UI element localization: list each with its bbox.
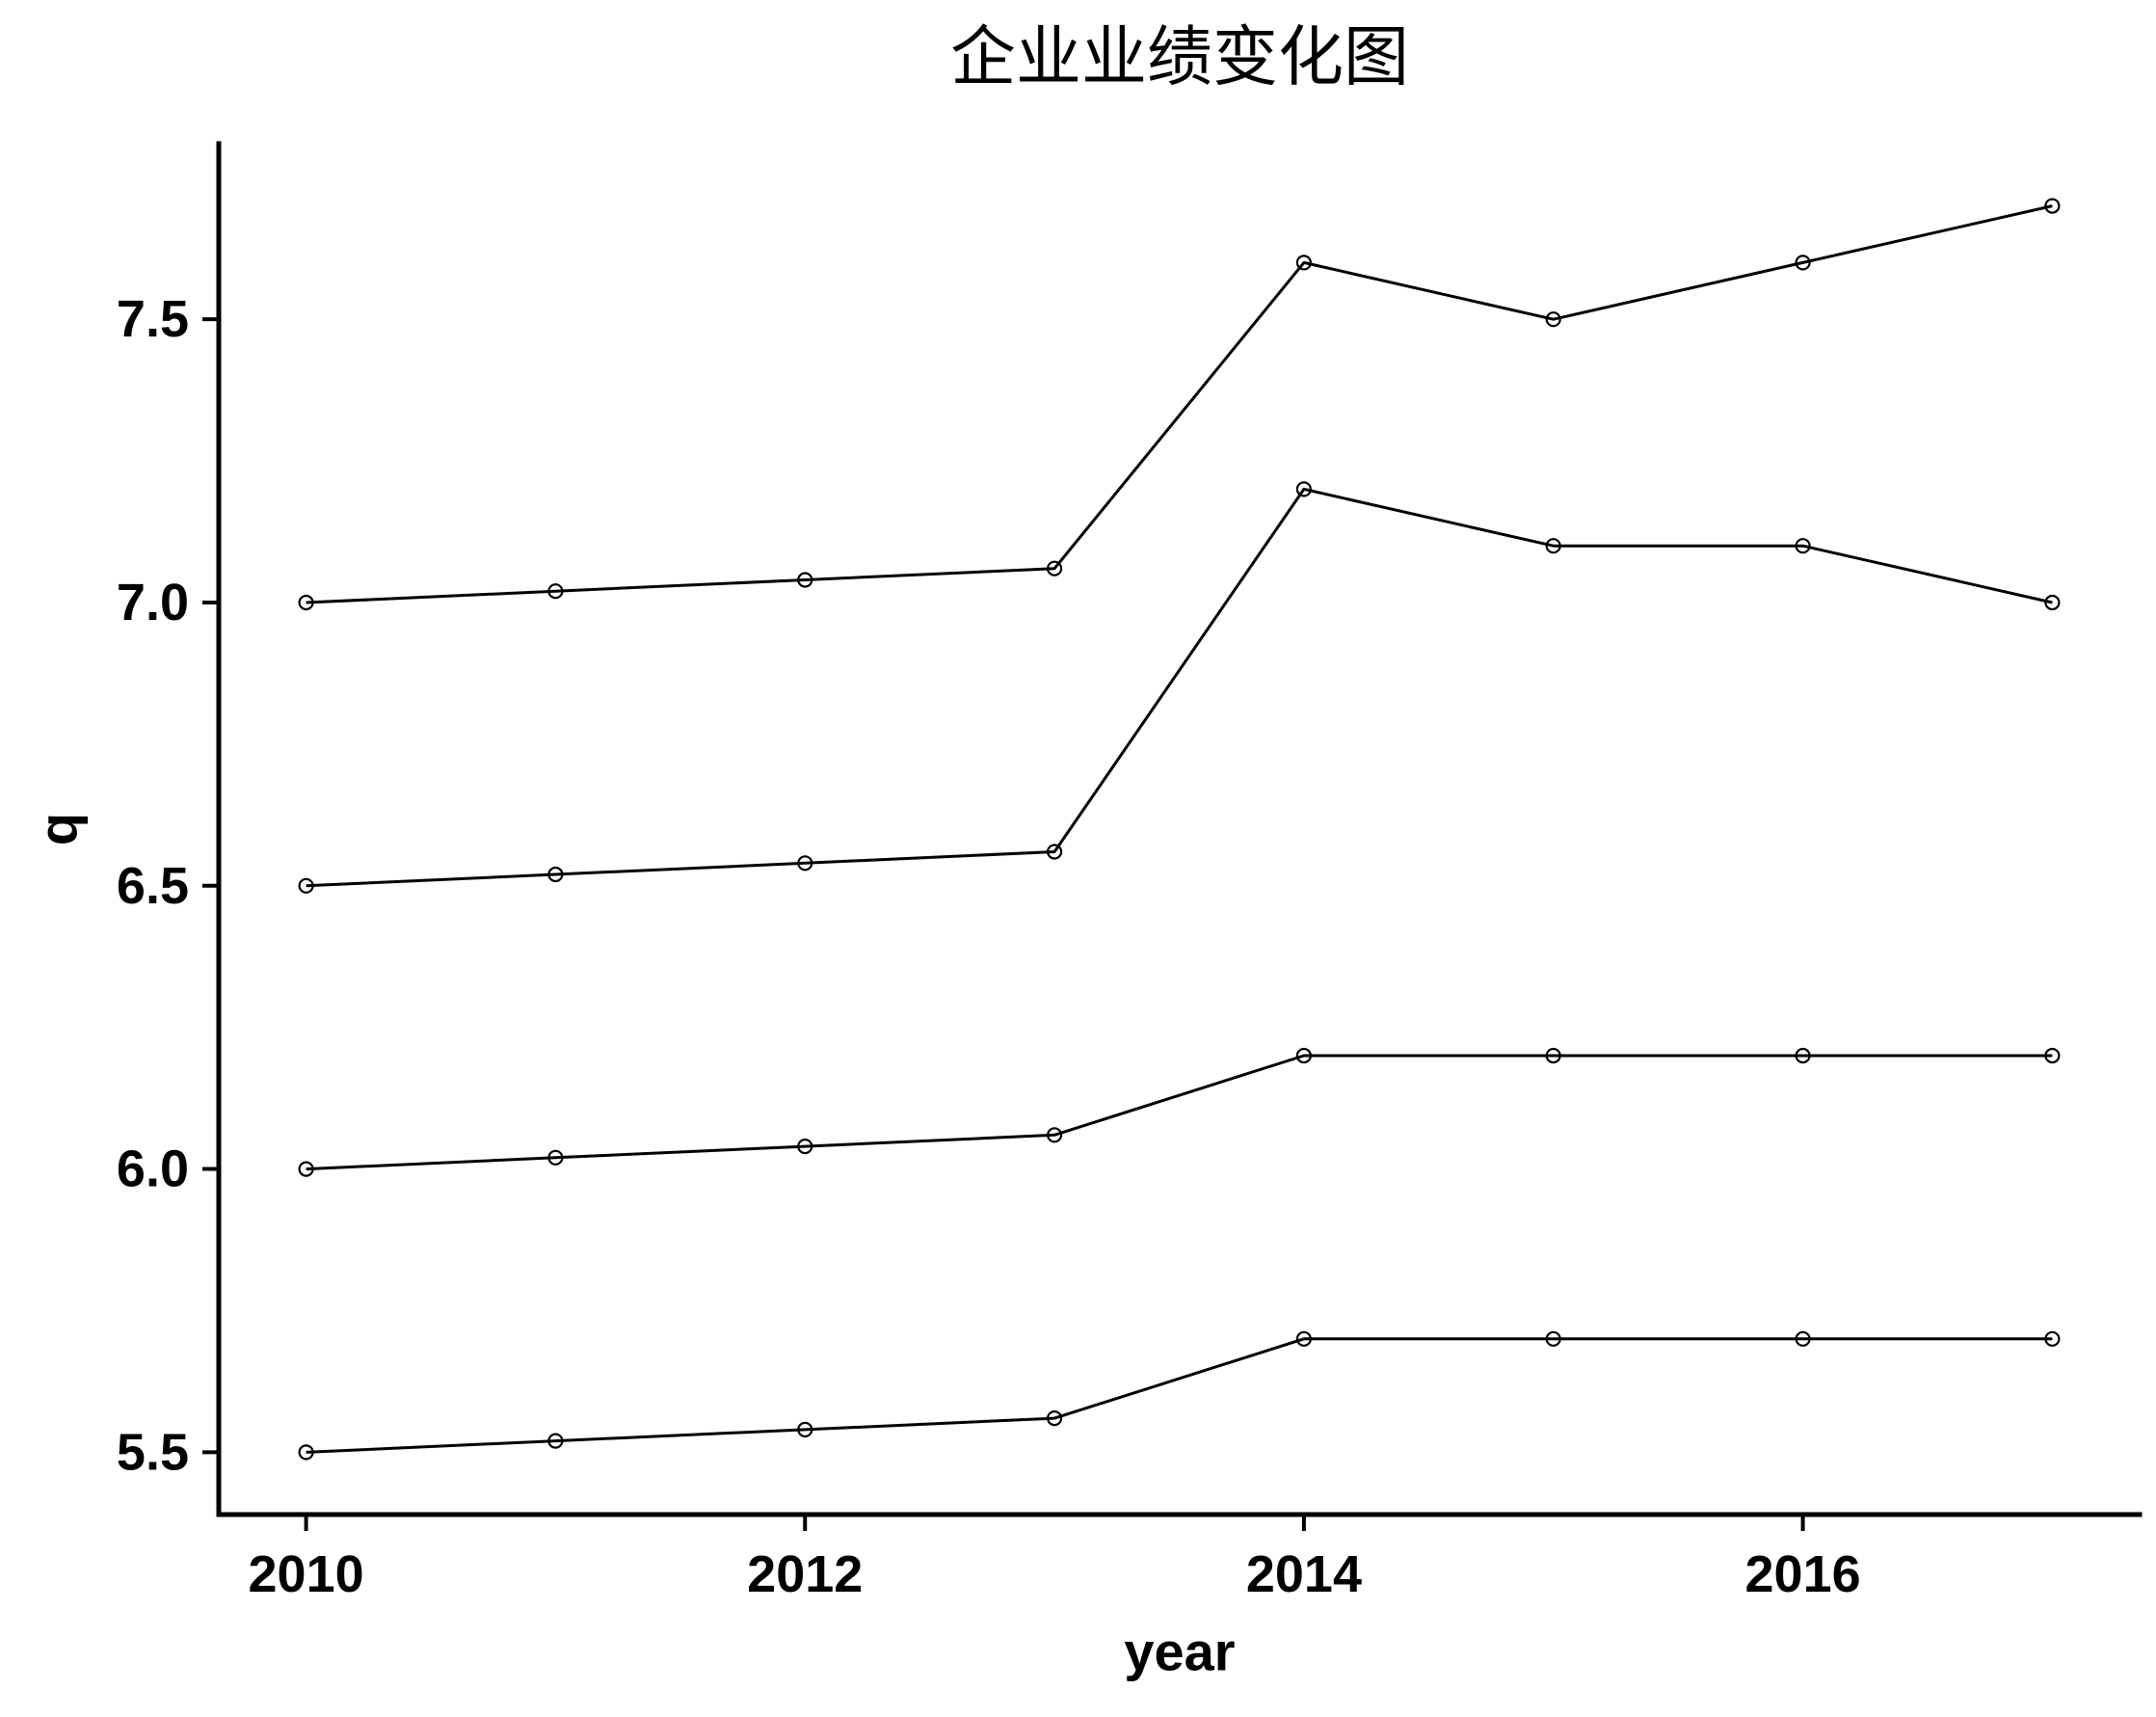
data-point: [1795, 255, 1811, 271]
data-point: [797, 855, 813, 872]
data-point: [547, 1433, 564, 1449]
data-point: [298, 594, 314, 611]
data-point: [547, 583, 564, 600]
x-tick-label: 2014: [1246, 1545, 1362, 1603]
data-point: [797, 572, 813, 588]
axes: 5.5 6.0 6.5 7.0 7.5 2010 2012 2014 2016: [117, 141, 2143, 1603]
chart-title: 企业业绩变化图: [950, 20, 1409, 96]
y-tick-label: 5.5: [117, 1423, 189, 1481]
series-line-3: [306, 1054, 2053, 1171]
series-line-1: [306, 204, 2053, 604]
data-point: [1795, 1330, 1811, 1347]
x-tick-label: 2016: [1745, 1545, 1861, 1603]
y-axis-label: q: [28, 813, 89, 845]
data-point: [1295, 1047, 1313, 1064]
data-point: [1046, 844, 1063, 860]
x-tick-label: 2012: [747, 1545, 863, 1603]
data-point: [1295, 1330, 1313, 1347]
data-point: [1545, 311, 1561, 328]
data-point: [1795, 1047, 1811, 1064]
data-point: [2044, 1047, 2061, 1064]
data-point: [547, 866, 564, 883]
data-point: [1046, 1127, 1063, 1143]
data-point: [797, 1421, 813, 1438]
x-tick-label: 2010: [249, 1545, 364, 1603]
data-point: [1545, 1047, 1561, 1064]
y-tick-label: 6.5: [117, 857, 189, 915]
data-point: [298, 1444, 314, 1461]
data-point: [2044, 198, 2061, 214]
data-point: [2044, 594, 2061, 611]
y-tick-label: 7.5: [117, 290, 189, 348]
data-point: [1545, 538, 1561, 554]
data-point: [1795, 538, 1811, 554]
data-point: [298, 877, 314, 894]
y-tick-label: 7.0: [117, 574, 189, 631]
plot-area: [298, 198, 2061, 1461]
data-point: [797, 1138, 813, 1155]
data-point: [298, 1161, 314, 1177]
data-point: [547, 1149, 564, 1166]
data-point: [1545, 1330, 1561, 1347]
data-point: [1295, 255, 1313, 271]
series-line-4: [306, 1337, 2053, 1454]
y-tick-label: 6.0: [117, 1140, 189, 1198]
data-point: [2044, 1330, 2061, 1347]
data-point: [1295, 481, 1313, 497]
x-axis-label: year: [1124, 1622, 1235, 1682]
series-line-2: [306, 487, 2053, 888]
data-point: [1046, 560, 1063, 577]
data-point: [1046, 1409, 1063, 1427]
